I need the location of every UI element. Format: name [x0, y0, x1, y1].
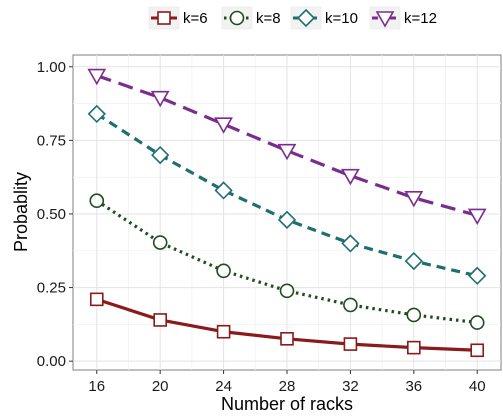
legend-label: k=10: [325, 10, 358, 27]
legend-key-marker: [157, 11, 171, 25]
legend-item: k=12: [369, 6, 437, 30]
y-tick-label: 0.50: [37, 206, 66, 223]
x-axis-title: Number of racks: [221, 394, 353, 414]
x-tick-label: 24: [215, 378, 232, 395]
y-tick-label: 1.00: [37, 59, 66, 76]
series-k-6: [89, 292, 485, 358]
data-point: [216, 324, 231, 339]
legend-key-marker: [375, 11, 395, 28]
data-point: [407, 340, 421, 355]
axes: 0.00 0.25 0.50 0.75 1.00 16 20 24 28 32 36 40: [37, 59, 486, 395]
data-point: [341, 168, 360, 186]
data-point: [87, 104, 106, 124]
data-point: [404, 251, 423, 271]
data-point: [277, 143, 297, 161]
data-point: [216, 263, 231, 279]
data-point: [343, 297, 358, 313]
legend-item: k=8: [221, 6, 281, 30]
data-point: [404, 190, 424, 208]
y-axis-title: Probablity: [11, 172, 31, 252]
series-k-8: [89, 193, 485, 330]
data-point: [150, 90, 170, 108]
y-tick-label: 0.25: [37, 280, 66, 297]
x-tick-label: 40: [469, 378, 486, 395]
data-point: [214, 117, 233, 134]
data-point: [406, 307, 422, 323]
legend-key-marker: [296, 8, 316, 28]
legend-label: k=8: [256, 10, 281, 27]
x-tick-label: 20: [152, 378, 169, 395]
data-point: [87, 68, 107, 86]
series-layer: [87, 68, 487, 358]
data-point: [214, 181, 233, 200]
data-point: [470, 343, 485, 358]
data-point: [279, 283, 295, 299]
data-point: [277, 210, 297, 229]
data-point: [89, 292, 104, 307]
data-point: [467, 208, 487, 226]
x-tick-label: 36: [405, 378, 422, 395]
legend-label: k=6: [183, 10, 208, 27]
data-point: [468, 266, 487, 285]
series-k-12: [87, 68, 487, 226]
y-tick-label: 0.75: [37, 132, 66, 149]
data-point: [280, 331, 294, 346]
x-tick-label: 28: [279, 378, 296, 395]
data-point: [151, 145, 170, 165]
legend-item: k=6: [148, 6, 208, 30]
y-tick-label: 0.00: [37, 353, 66, 370]
data-point: [341, 234, 360, 253]
data-point: [153, 313, 167, 327]
data-point: [89, 193, 105, 209]
data-point: [152, 235, 168, 250]
legend-label: k=12: [404, 10, 437, 27]
legend-item: k=10: [290, 6, 358, 30]
x-tick-label: 32: [342, 378, 359, 395]
legend: k=6 k=8 k=10 k=12: [148, 6, 437, 30]
series-k-10: [87, 104, 487, 285]
legend-key-marker: [229, 10, 245, 26]
x-tick-label: 16: [88, 378, 105, 395]
data-point: [469, 315, 485, 330]
data-point: [343, 337, 358, 351]
